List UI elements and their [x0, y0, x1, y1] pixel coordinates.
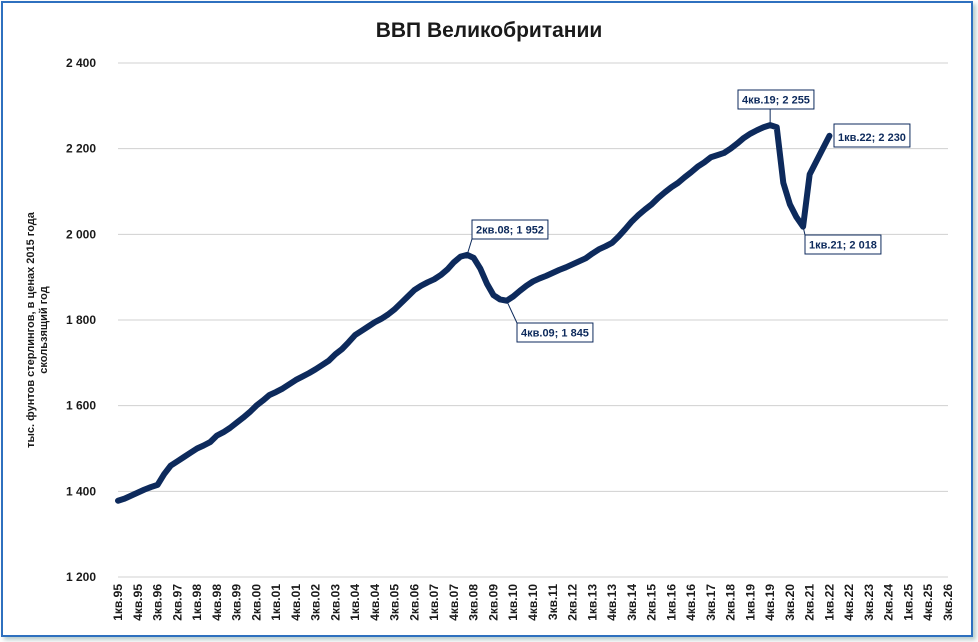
x-tick-label: 1кв.22 [822, 584, 836, 621]
x-tick-label: 1кв.16 [664, 584, 678, 621]
x-tick-label: 3кв.20 [783, 584, 797, 621]
x-tick-label: 4кв.10 [526, 584, 540, 621]
x-tick-label: 1кв.19 [743, 584, 757, 621]
x-tick-label: 4кв.16 [684, 584, 698, 621]
annotation: 1кв.22; 2 230 [833, 123, 911, 148]
x-tick-label: 2кв.15 [645, 584, 659, 621]
x-tick-label: 4кв.22 [842, 584, 856, 621]
annotation: 2кв.08; 1 952 [466, 219, 549, 256]
y-tick-label: 1 800 [66, 313, 96, 327]
x-tick-label: 3кв.23 [862, 584, 876, 621]
x-tick-label: 2кв.97 [170, 584, 184, 621]
leader-line [802, 226, 806, 236]
y-tick-label: 1 200 [66, 570, 96, 584]
x-tick-label: 4кв.98 [210, 584, 224, 621]
x-tick-label: 1кв.01 [269, 584, 283, 621]
annotation-box [737, 89, 815, 110]
x-tick-label: 4кв.04 [368, 584, 382, 621]
leader-line [466, 238, 473, 256]
annotation: 4кв.09; 1 845 [506, 300, 594, 343]
annotation-text: 1кв.22; 2 230 [838, 132, 906, 144]
y-tick-label: 2 200 [66, 142, 96, 156]
x-tick-label: 2кв.12 [566, 584, 580, 621]
annotation-box [471, 219, 549, 240]
x-tick-label: 3кв.99 [230, 584, 244, 621]
annotation: 4кв.19; 2 255 [737, 89, 815, 126]
annotation-text: 4кв.09; 1 845 [521, 327, 589, 339]
y-tick-label: 1 400 [66, 484, 96, 498]
y-tick-label: 1 600 [66, 399, 96, 413]
x-tick-label: 3кв.02 [309, 584, 323, 621]
x-tick-label: 4кв.19 [763, 584, 777, 621]
annotation-text: 1кв.21; 2 018 [809, 239, 877, 251]
annotation-text: 4кв.19; 2 255 [742, 94, 810, 106]
x-tick-label: 4кв.95 [131, 584, 145, 621]
x-tick-label: 4кв.25 [921, 584, 935, 621]
leader-line [506, 300, 518, 324]
y-tick-label: 2 400 [66, 56, 96, 70]
x-tick-label: 4кв.13 [605, 584, 619, 621]
x-tick-label: 2кв.06 [407, 584, 421, 621]
y-tick-label: 2 000 [66, 227, 96, 241]
x-tick-label: 2кв.24 [882, 584, 896, 621]
data-line [115, 122, 833, 504]
x-tick-label: 3кв.14 [625, 584, 639, 621]
chart-title: ВВП Великобритании [376, 19, 603, 42]
x-tick-label: 3кв.08 [467, 584, 481, 621]
x-tick-label: 2кв.18 [724, 584, 738, 621]
x-tick-label: 1кв.10 [506, 584, 520, 621]
x-tick-label: 3кв.26 [941, 584, 955, 621]
x-tick-label: 1кв.98 [190, 584, 204, 621]
x-tick-label: 2кв.03 [328, 584, 342, 621]
x-tick-label: 3кв.11 [546, 584, 560, 620]
annotation-text: 2кв.08; 1 952 [476, 224, 544, 236]
x-tick-label: 3кв.96 [151, 584, 165, 621]
x-tick-label: 1кв.95 [111, 584, 125, 621]
annotation-box [833, 123, 911, 148]
annotation: 1кв.21; 2 018 [802, 226, 882, 255]
x-tick-label: 4кв.01 [289, 584, 303, 621]
annotation-box [804, 234, 882, 255]
x-tick-label: 1кв.25 [901, 584, 915, 621]
x-tick-label: 2кв.09 [486, 584, 500, 621]
x-tick-label: 1кв.04 [348, 584, 362, 621]
x-tick-label: 1кв.13 [585, 584, 599, 621]
y-axis-label: скользящий год [38, 286, 50, 373]
x-tick-label: 3кв.05 [388, 584, 402, 621]
y-axis-label: тыс. фунтов стерлингов, в ценах 2015 год… [25, 211, 37, 448]
annotation-box [516, 322, 594, 343]
x-tick-label: 3кв.17 [704, 584, 718, 621]
x-tick-label: 2кв.21 [803, 584, 817, 621]
x-tick-label: 4кв.07 [447, 584, 461, 621]
x-tick-label: 2кв.00 [249, 584, 263, 621]
x-tick-label: 1кв.07 [427, 584, 441, 621]
